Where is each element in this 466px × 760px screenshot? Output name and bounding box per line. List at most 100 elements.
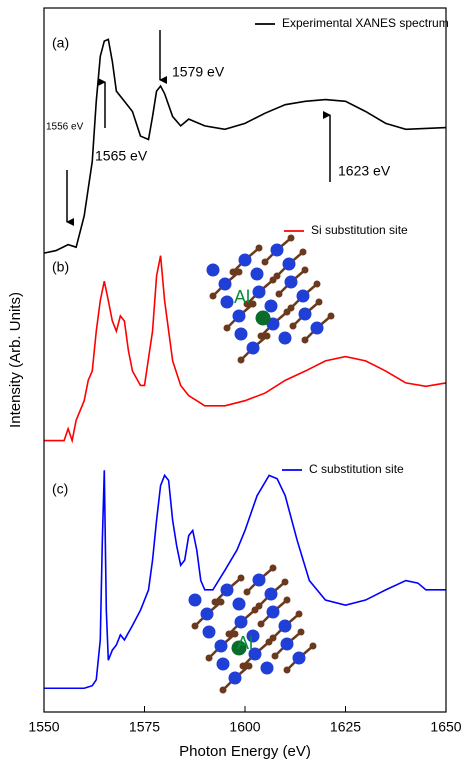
si-atom xyxy=(250,267,264,281)
si-atom xyxy=(284,275,298,289)
c-atom xyxy=(301,266,309,274)
si-atom xyxy=(214,639,228,653)
annotation: (c) xyxy=(52,481,68,497)
c-atom xyxy=(261,258,269,266)
annotation: (b) xyxy=(52,259,69,275)
si-atom xyxy=(298,307,312,321)
c-atom xyxy=(271,652,279,660)
si-atom xyxy=(216,657,230,671)
si-atom xyxy=(200,607,214,621)
al-atom xyxy=(231,640,247,656)
x-tick-label: 1650 xyxy=(430,719,461,735)
legend-label: Experimental XANES spectrum xyxy=(282,16,449,30)
si-atom xyxy=(252,573,266,587)
si-atom xyxy=(260,661,274,675)
c-atom xyxy=(265,638,273,646)
si-atom xyxy=(266,605,280,619)
c-atom xyxy=(217,598,225,606)
y-axis-label: Intensity (Arb. Units) xyxy=(7,292,24,428)
c-atom xyxy=(245,662,253,670)
si-atom xyxy=(220,295,234,309)
c-atom xyxy=(313,280,321,288)
c-atom xyxy=(269,276,277,284)
c-atom xyxy=(219,686,227,694)
c-atom xyxy=(281,578,289,586)
si-atom xyxy=(220,583,234,597)
annotation: Al xyxy=(234,287,250,307)
si-atom xyxy=(188,593,202,607)
annotation: 1579 eV xyxy=(172,64,225,80)
c-atom xyxy=(287,234,295,242)
c-atom xyxy=(235,268,243,276)
si-atom xyxy=(232,309,246,323)
c-atom xyxy=(283,596,291,604)
crystal-inset xyxy=(206,234,335,364)
x-tick-label: 1550 xyxy=(28,719,59,735)
c-atom xyxy=(257,620,265,628)
annotation: 1565 eV xyxy=(95,148,148,164)
c-atom xyxy=(283,666,291,674)
c-atom xyxy=(263,332,271,340)
x-axis-label: Photon Energy (eV) xyxy=(179,743,311,760)
c-atom xyxy=(237,574,245,582)
c-atom xyxy=(301,336,309,344)
c-atom xyxy=(289,322,297,330)
si-atom xyxy=(202,625,216,639)
c-atom xyxy=(255,244,263,252)
legend-label: Si substitution site xyxy=(311,223,408,237)
crystal-inset xyxy=(188,564,317,694)
c-atom xyxy=(275,290,283,298)
c-atom xyxy=(295,610,303,618)
annotation: Al xyxy=(237,633,253,653)
c-atom xyxy=(243,588,251,596)
c-atom xyxy=(223,324,231,332)
line-series xyxy=(44,470,446,690)
x-tick-label: 1575 xyxy=(129,719,160,735)
annotation: (a) xyxy=(52,35,69,51)
c-atom xyxy=(257,332,265,340)
si-atom xyxy=(246,341,260,355)
si-atom xyxy=(264,299,278,313)
c-atom xyxy=(243,300,251,308)
si-atom xyxy=(218,277,232,291)
c-atom xyxy=(209,292,217,300)
c-atom xyxy=(239,662,247,670)
line-series xyxy=(44,255,447,444)
c-atom xyxy=(205,654,213,662)
c-atom xyxy=(297,628,305,636)
c-atom xyxy=(327,312,335,320)
si-atom xyxy=(278,619,292,633)
plot-area xyxy=(43,38,447,690)
decorations xyxy=(188,234,335,694)
c-atom xyxy=(315,298,323,306)
c-atom xyxy=(237,356,245,364)
c-atom xyxy=(211,598,219,606)
line-series xyxy=(43,38,447,254)
si-atom xyxy=(310,321,324,335)
c-atom xyxy=(229,268,237,276)
si-atom xyxy=(206,263,220,277)
si-atom xyxy=(292,651,306,665)
si-atom xyxy=(278,331,292,345)
si-atom xyxy=(282,257,296,271)
si-atom xyxy=(296,289,310,303)
si-atom xyxy=(252,285,266,299)
c-atom xyxy=(191,622,199,630)
c-atom xyxy=(231,630,239,638)
si-atom xyxy=(264,587,278,601)
c-atom xyxy=(225,630,233,638)
si-atom xyxy=(232,597,246,611)
al-atom xyxy=(255,310,271,326)
c-atom xyxy=(249,300,257,308)
x-tick-label: 1625 xyxy=(330,719,361,735)
si-atom xyxy=(234,615,248,629)
c-atom xyxy=(309,642,317,650)
c-atom xyxy=(269,564,277,572)
si-atom xyxy=(234,327,248,341)
annotation: 1556 eV xyxy=(46,122,84,133)
legend-label: C substitution site xyxy=(309,462,404,476)
c-atom xyxy=(251,606,259,614)
c-atom xyxy=(283,308,291,316)
si-atom xyxy=(228,671,242,685)
